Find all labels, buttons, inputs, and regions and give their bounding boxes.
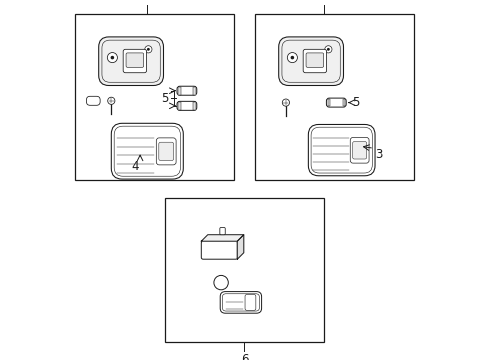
Circle shape (287, 53, 297, 63)
Text: 5: 5 (352, 96, 359, 109)
FancyBboxPatch shape (99, 37, 163, 85)
Bar (178, 102, 181, 109)
FancyBboxPatch shape (159, 142, 173, 161)
FancyBboxPatch shape (308, 125, 374, 176)
FancyBboxPatch shape (349, 138, 368, 163)
Text: 3: 3 (374, 148, 382, 161)
FancyBboxPatch shape (303, 49, 326, 73)
FancyBboxPatch shape (278, 37, 343, 85)
Text: 4: 4 (131, 160, 138, 173)
Bar (342, 99, 345, 107)
Text: 5: 5 (161, 92, 168, 105)
FancyBboxPatch shape (352, 141, 366, 159)
Bar (193, 87, 195, 94)
FancyBboxPatch shape (126, 53, 143, 67)
Circle shape (144, 46, 152, 53)
Bar (327, 99, 330, 107)
FancyBboxPatch shape (325, 98, 346, 107)
Bar (178, 87, 181, 94)
FancyBboxPatch shape (244, 294, 255, 310)
Polygon shape (237, 235, 244, 259)
Circle shape (110, 56, 114, 59)
Circle shape (107, 53, 117, 63)
Bar (75, 14, 233, 180)
FancyBboxPatch shape (305, 53, 323, 67)
Circle shape (326, 48, 329, 51)
FancyBboxPatch shape (86, 96, 100, 105)
FancyBboxPatch shape (201, 241, 237, 259)
FancyBboxPatch shape (177, 86, 196, 95)
FancyBboxPatch shape (177, 101, 196, 110)
Text: 1: 1 (319, 0, 327, 2)
FancyBboxPatch shape (220, 292, 261, 313)
Bar (193, 102, 195, 109)
FancyBboxPatch shape (111, 123, 183, 179)
Circle shape (290, 56, 294, 59)
FancyBboxPatch shape (123, 49, 146, 73)
Bar (165, 198, 323, 342)
FancyBboxPatch shape (156, 138, 176, 165)
Circle shape (213, 275, 228, 290)
Text: 2: 2 (143, 0, 151, 2)
Circle shape (146, 48, 149, 51)
Circle shape (282, 99, 289, 106)
Circle shape (324, 46, 331, 53)
Circle shape (107, 97, 115, 104)
Bar (255, 14, 413, 180)
FancyBboxPatch shape (220, 228, 225, 235)
Polygon shape (201, 235, 244, 241)
Text: 6: 6 (240, 353, 248, 360)
